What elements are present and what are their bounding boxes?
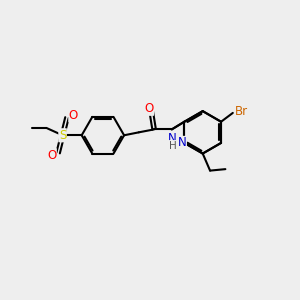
Text: O: O: [144, 102, 153, 115]
Text: N: N: [168, 132, 177, 145]
Text: O: O: [47, 149, 56, 162]
Text: S: S: [59, 129, 66, 142]
Text: N: N: [178, 136, 186, 149]
Text: H: H: [169, 141, 176, 151]
Text: O: O: [69, 109, 78, 122]
Text: Br: Br: [235, 105, 248, 118]
